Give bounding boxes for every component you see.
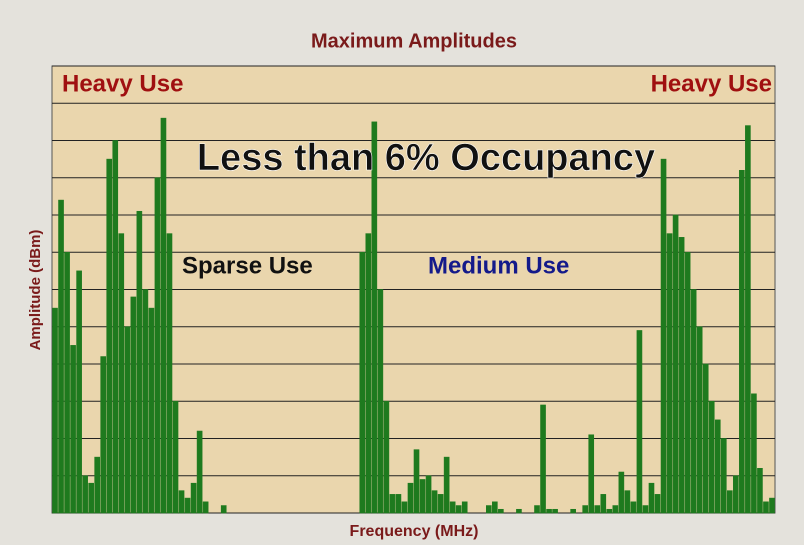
bar xyxy=(52,307,58,514)
bar xyxy=(124,326,131,514)
bar xyxy=(178,490,185,514)
bar xyxy=(516,508,522,514)
bar xyxy=(172,400,179,514)
bar xyxy=(690,289,697,514)
bar xyxy=(600,494,607,514)
bar xyxy=(618,471,625,514)
annotation: Heavy Use xyxy=(62,70,183,97)
bar xyxy=(684,251,691,514)
chart-title: Maximum Amplitudes xyxy=(311,30,517,52)
bar xyxy=(154,177,161,514)
bar xyxy=(94,456,101,514)
bar xyxy=(570,508,576,514)
bar xyxy=(714,419,721,514)
bar xyxy=(202,501,209,514)
bar xyxy=(419,479,426,514)
bar xyxy=(636,330,643,514)
bar xyxy=(552,508,558,514)
bar xyxy=(184,497,191,514)
bar xyxy=(401,501,408,514)
x-axis-label: Frequency (MHz) xyxy=(350,523,479,540)
bar xyxy=(769,497,775,514)
bar xyxy=(726,490,733,514)
bar xyxy=(630,501,637,514)
bar xyxy=(112,140,119,514)
bar xyxy=(449,501,456,514)
bar xyxy=(642,505,649,514)
bar xyxy=(58,199,64,514)
bar xyxy=(130,296,137,514)
bar xyxy=(696,326,703,514)
bar xyxy=(196,430,203,514)
y-axis-label: Amplitude (dBm) xyxy=(27,230,44,351)
bar xyxy=(745,125,751,514)
annotation: Heavy Use xyxy=(651,70,772,97)
bar xyxy=(407,482,414,514)
bar xyxy=(708,400,715,514)
bar xyxy=(654,494,661,514)
bar xyxy=(455,505,462,514)
annotation: Medium Use xyxy=(428,252,569,279)
bar xyxy=(672,214,679,514)
bar xyxy=(371,121,378,514)
bar xyxy=(437,494,444,514)
bar xyxy=(106,158,113,514)
annotation: Less than 6% Occupancy xyxy=(197,137,655,179)
bar xyxy=(88,482,94,514)
bar xyxy=(190,482,197,514)
bar xyxy=(540,404,546,514)
bar xyxy=(359,251,366,514)
bar xyxy=(751,393,757,514)
bar xyxy=(395,494,402,514)
bar xyxy=(425,475,432,514)
bar xyxy=(498,508,504,514)
bar xyxy=(431,490,438,514)
bar xyxy=(763,501,769,514)
bar xyxy=(377,289,384,514)
bar xyxy=(582,505,589,514)
bar xyxy=(733,475,739,514)
bar xyxy=(148,307,155,514)
bar xyxy=(389,494,396,514)
bar xyxy=(594,505,601,514)
bar xyxy=(142,289,149,514)
bar xyxy=(485,505,492,514)
bar xyxy=(413,449,420,514)
bar xyxy=(365,233,372,514)
bar xyxy=(534,505,540,514)
bar xyxy=(660,158,667,514)
bar xyxy=(702,363,709,514)
bar xyxy=(100,356,107,514)
bar xyxy=(443,456,450,514)
bar xyxy=(160,117,167,514)
bar xyxy=(64,251,70,514)
bar xyxy=(70,345,76,514)
bar xyxy=(606,508,613,514)
bar xyxy=(461,501,468,514)
annotation: Sparse Use xyxy=(182,252,313,279)
bar xyxy=(492,501,498,514)
bar xyxy=(136,210,143,514)
bar xyxy=(383,400,390,514)
bar xyxy=(118,233,125,514)
bar xyxy=(82,475,88,514)
bar xyxy=(739,170,745,514)
bar xyxy=(220,505,227,514)
bar xyxy=(757,467,763,514)
bar xyxy=(720,438,727,514)
bar xyxy=(166,233,173,514)
bar xyxy=(546,508,552,514)
bar xyxy=(678,237,685,514)
bar xyxy=(666,233,673,514)
bar xyxy=(588,434,595,514)
bar xyxy=(624,490,631,514)
bar xyxy=(648,482,655,514)
bar xyxy=(612,505,619,514)
bar xyxy=(76,270,82,514)
